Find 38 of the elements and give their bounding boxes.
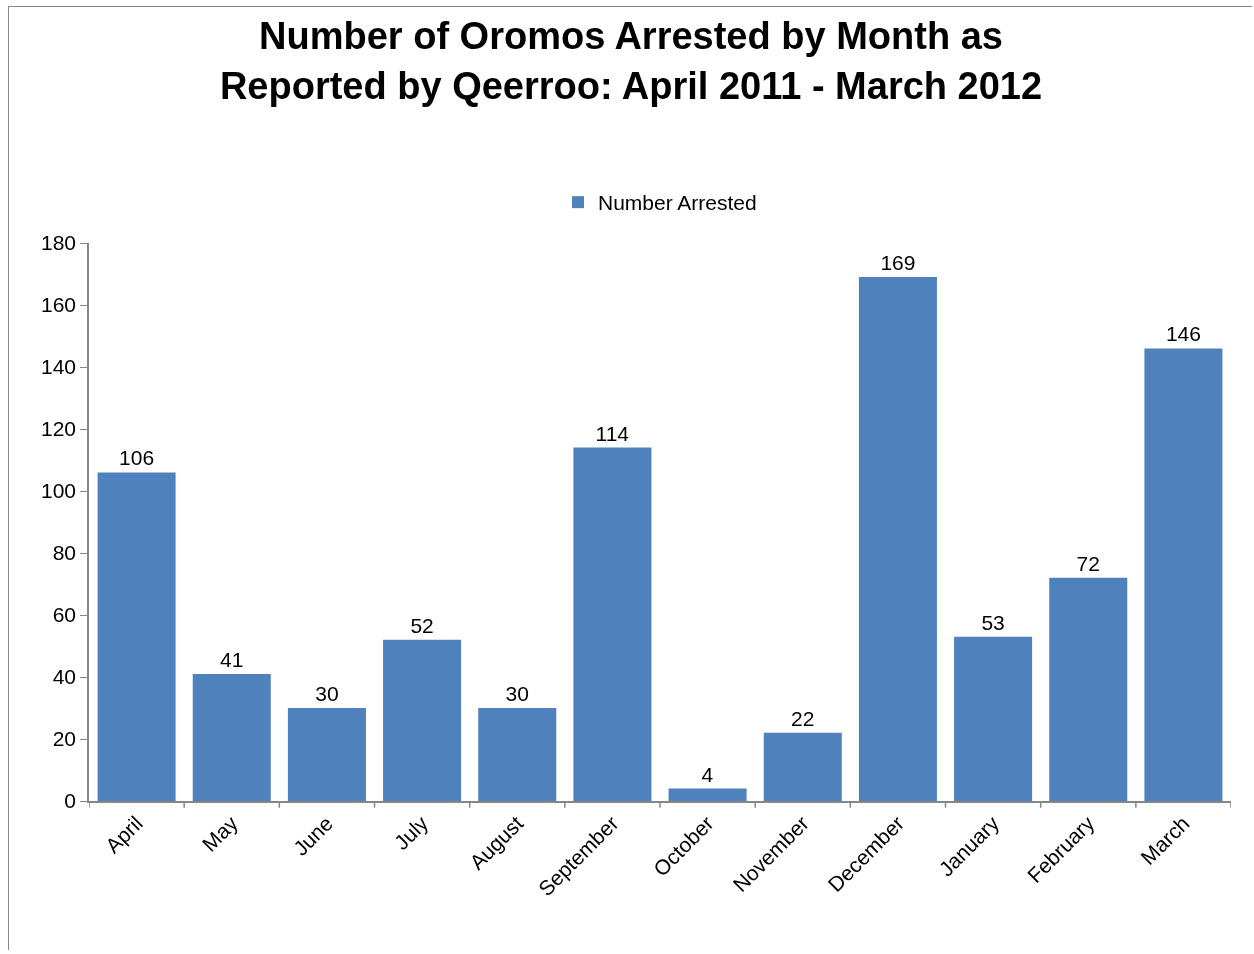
y-tick-label: 40 bbox=[52, 665, 77, 689]
bar bbox=[858, 277, 937, 801]
data-label: 52 bbox=[410, 613, 434, 637]
y-tick-label: 140 bbox=[41, 355, 77, 379]
y-tick-label: 60 bbox=[52, 603, 77, 627]
data-label: 72 bbox=[1076, 551, 1100, 575]
y-tick-label: 100 bbox=[41, 479, 77, 503]
bar bbox=[97, 472, 176, 801]
bar bbox=[478, 708, 557, 801]
bar bbox=[287, 708, 366, 801]
legend-label: Number Arrested bbox=[598, 191, 757, 215]
x-tick-label: July bbox=[389, 811, 433, 855]
bar bbox=[668, 788, 747, 801]
bar bbox=[573, 447, 652, 801]
bar bbox=[1144, 348, 1223, 801]
data-label: 146 bbox=[1165, 322, 1201, 346]
y-tick-label: 0 bbox=[64, 789, 77, 813]
data-label: 106 bbox=[119, 446, 155, 470]
bar bbox=[192, 673, 271, 801]
y-tick-label: 20 bbox=[52, 727, 77, 751]
x-tick-label: May bbox=[197, 811, 243, 856]
data-label: 30 bbox=[505, 682, 529, 705]
y-tick-label: 80 bbox=[52, 541, 77, 565]
data-label: 30 bbox=[315, 682, 339, 705]
bar bbox=[383, 639, 462, 801]
data-label: 4 bbox=[701, 762, 714, 786]
data-label: 169 bbox=[880, 251, 916, 275]
data-label: 41 bbox=[220, 647, 244, 671]
data-label: 22 bbox=[791, 706, 815, 730]
y-tick-label: 180 bbox=[41, 231, 77, 255]
bar bbox=[1049, 577, 1128, 801]
y-tick-label: 120 bbox=[41, 417, 77, 441]
data-label: 53 bbox=[981, 610, 1005, 634]
y-tick-label: 160 bbox=[41, 293, 77, 317]
chart-title: Number of Oromos Arrested by Month as Reported by Qeerroo: April 2011 - March 2012 bbox=[219, 15, 1043, 107]
bar bbox=[954, 636, 1033, 801]
data-label: 114 bbox=[595, 421, 630, 445]
bar bbox=[763, 732, 842, 801]
